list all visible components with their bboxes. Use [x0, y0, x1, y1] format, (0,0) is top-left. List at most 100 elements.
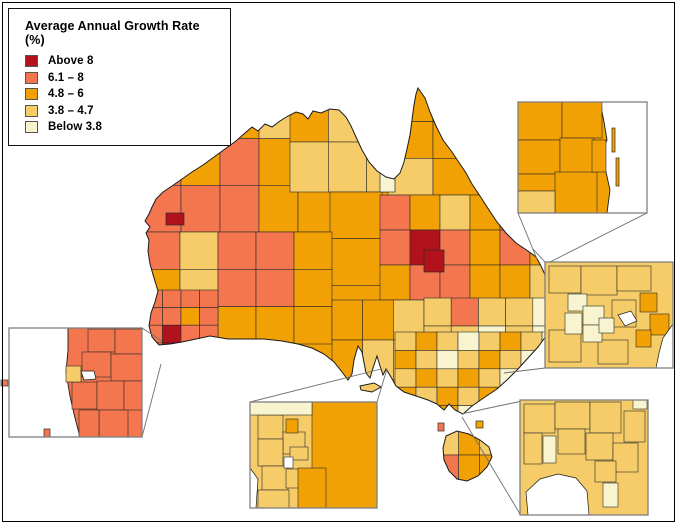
map-region: [293, 269, 333, 307]
map-region: [255, 306, 295, 345]
map-region: [329, 191, 383, 239]
inset-region: [602, 482, 619, 508]
map-region: [199, 342, 219, 361]
map-region: [499, 350, 522, 370]
inset-border: [519, 399, 649, 516]
map-region: [439, 264, 471, 301]
map-region: [219, 185, 260, 233]
map-region: [457, 331, 480, 351]
map-region: [469, 194, 501, 231]
map-region: [499, 386, 522, 406]
map-region: [436, 331, 459, 351]
map-region: [469, 264, 501, 301]
legend-swatch-icon: [25, 55, 38, 67]
map-region: [469, 229, 501, 266]
map-region: [394, 405, 417, 425]
map-region: [415, 368, 438, 388]
map-region: [436, 405, 459, 425]
island: [475, 420, 484, 429]
connector-line: [249, 368, 382, 403]
map-region: [394, 368, 417, 388]
legend-swatch-icon: [25, 88, 38, 100]
inset-region: [559, 137, 595, 175]
inset-region: [257, 438, 284, 467]
coastline: [442, 430, 493, 482]
map-region: [457, 368, 480, 388]
inset-region: [114, 328, 142, 355]
inset-region: [564, 312, 583, 335]
inset-region: [261, 465, 289, 491]
inset-island: [43, 428, 51, 438]
map-region: [499, 229, 531, 266]
inset-border: [517, 101, 648, 214]
legend-swatch-icon: [25, 71, 38, 84]
inset-region: [612, 442, 639, 473]
legend-item: Below 3.8: [25, 120, 220, 134]
connector-line: [545, 212, 648, 265]
map-region: [180, 289, 200, 308]
map-region: [394, 350, 417, 370]
map-region: [162, 307, 182, 326]
map-region: [199, 360, 219, 379]
connector-line: [532, 248, 546, 263]
coastline: [359, 382, 383, 393]
inset-region: [98, 409, 129, 437]
connector-line: [460, 400, 523, 415]
map-region: [293, 306, 333, 345]
offshore-islands: [437, 420, 484, 432]
inset-region: [87, 328, 116, 353]
map-region: [520, 331, 543, 351]
map-region: [162, 342, 182, 361]
map-region: [439, 194, 471, 231]
inset-water: [655, 323, 673, 368]
legend-item: 4.8 – 6: [25, 87, 220, 101]
map-region: [458, 454, 480, 481]
map-region: [450, 297, 479, 327]
map-region: [394, 331, 417, 351]
inset-region: [542, 435, 557, 464]
map-region: [529, 229, 556, 266]
map-region: [387, 88, 434, 122]
map-region: [520, 350, 543, 370]
map-region: [432, 88, 479, 122]
map-region: [289, 141, 329, 193]
map-region: [436, 350, 459, 370]
inset-region: [250, 402, 313, 416]
map-region: [436, 386, 459, 406]
map-region: [499, 331, 522, 351]
inset-region: [548, 265, 582, 294]
map-region: [457, 350, 480, 370]
inset-region: [554, 401, 591, 430]
map-region: [439, 229, 471, 266]
inset-region: [283, 456, 294, 469]
connector-line: [141, 327, 163, 342]
inset-border: [544, 261, 674, 369]
inset-region: [548, 329, 582, 363]
map-region: [478, 350, 501, 370]
inset-region: [523, 432, 543, 465]
inset-region: [297, 467, 327, 508]
map-region: [180, 360, 200, 379]
inset-region: [557, 428, 586, 455]
inset-region: [96, 380, 125, 411]
inset-region: [518, 139, 561, 175]
inset-bottom-center-content: [250, 402, 377, 508]
inset-region: [518, 102, 563, 141]
inset-region: [518, 190, 556, 213]
map-region: [162, 360, 182, 379]
inset-region: [561, 102, 603, 139]
map-region: [432, 121, 479, 159]
inset-region: [649, 313, 670, 336]
island: [437, 422, 445, 432]
map-region: [258, 185, 299, 233]
map-region: [520, 368, 543, 388]
legend-swatch-icon: [25, 104, 38, 117]
inset-middle-right-content: [545, 262, 673, 368]
map-region: [328, 91, 367, 143]
map-region: [145, 289, 163, 308]
connector-line: [461, 416, 521, 515]
connector-line: [517, 212, 538, 260]
legend-class-label: Below 3.8: [48, 121, 102, 133]
inset-region: [591, 139, 607, 173]
map-region: [162, 289, 182, 308]
